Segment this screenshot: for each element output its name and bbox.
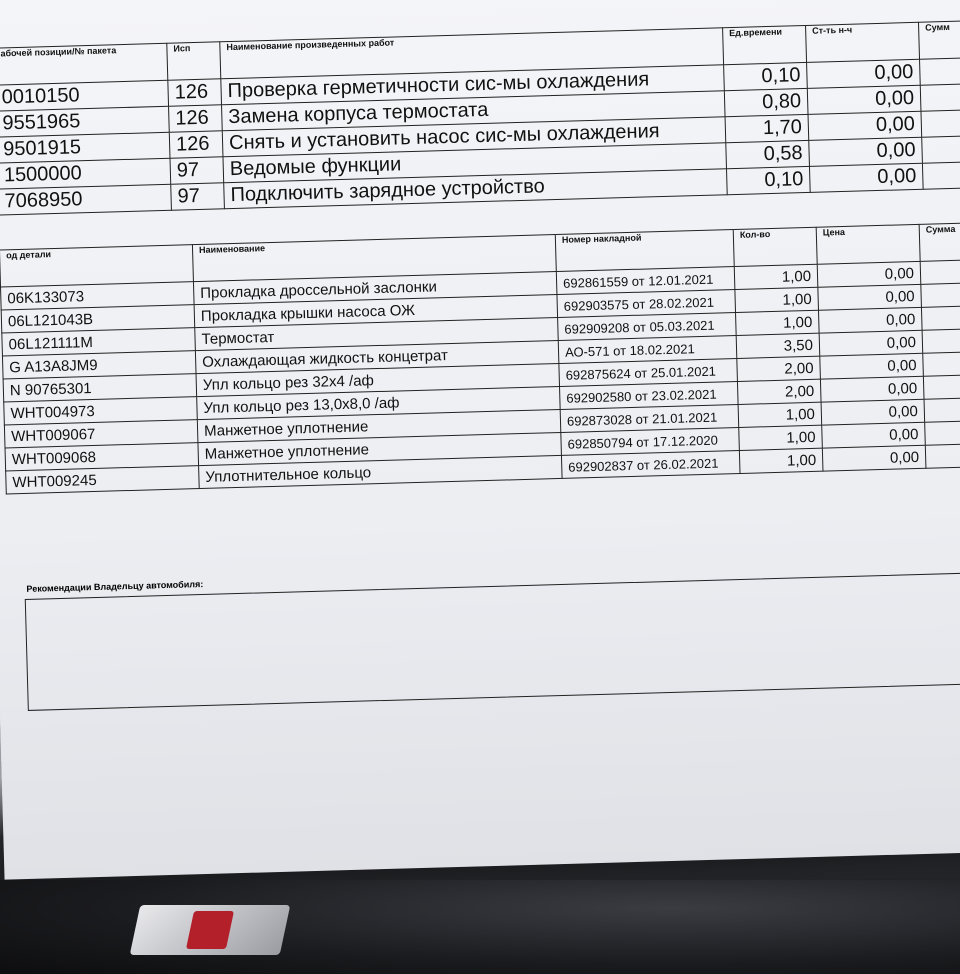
cell: 126: [168, 104, 223, 133]
parts-table: од детали Наименование Номер накладной Кол-…: [0, 222, 960, 495]
recommendations-label: Рекомендации Владельцу автомобиля:: [26, 578, 204, 594]
cell: 0,58: [725, 140, 810, 169]
cell: [924, 397, 960, 423]
header-cell: од детали: [0, 244, 194, 288]
cell: 0,00: [809, 163, 924, 193]
cell: 126: [167, 78, 222, 107]
cell: [922, 161, 960, 190]
header-cell: Сумма: [919, 222, 960, 262]
paper: абочей позиции/№ пакета Исп Наименование п…: [0, 0, 960, 880]
recommendations-box: [24, 571, 960, 711]
cell: [920, 83, 960, 112]
header-cell: Номер накладной: [555, 229, 735, 272]
header-cell: Сумм: [918, 20, 960, 60]
cell: [922, 328, 960, 354]
cell: 2,00: [737, 379, 822, 405]
header-cell: Ед.времени: [722, 25, 807, 65]
cell: 0,00: [817, 261, 921, 288]
cell: 2,00: [736, 356, 821, 382]
cell: 0,00: [822, 445, 926, 472]
cell: 7068950: [0, 184, 172, 216]
cell: [921, 135, 960, 164]
cell: 0,00: [808, 137, 923, 167]
cell: 3,50: [736, 333, 820, 359]
cell: [923, 374, 960, 400]
cell: 97: [169, 156, 224, 185]
cell: [920, 259, 960, 285]
cell: 0,00: [808, 111, 922, 141]
cell: [922, 351, 960, 377]
cell: [920, 109, 960, 138]
cell: [920, 282, 960, 308]
header-cell: Кол-во: [733, 227, 818, 267]
cell: 0,00: [820, 376, 925, 403]
cell: 0,10: [726, 166, 811, 195]
cell: WHT009245: [5, 465, 200, 494]
cell: 1,00: [734, 264, 818, 290]
cell: 0,00: [806, 59, 921, 89]
badge: [129, 905, 291, 955]
cell: 0,00: [818, 307, 923, 334]
header-cell: Цена: [816, 224, 921, 265]
cell: 0,00: [821, 422, 926, 449]
cell: 1,00: [734, 287, 819, 313]
cell: 0,80: [724, 88, 809, 117]
works-table: абочей позиции/№ пакета Исп Наименование п…: [0, 20, 960, 216]
cell: 0,00: [821, 399, 925, 426]
cell: 692902837 от 26.02.2021: [561, 450, 741, 479]
header-cell: абочей позиции/№ пакета: [0, 43, 168, 86]
header-cell: Ст-ть н-ч: [805, 22, 920, 63]
cell: 126: [169, 130, 223, 159]
badge-mark: [185, 911, 235, 949]
cell: 1,00: [739, 448, 823, 474]
cell: 0,00: [807, 85, 921, 115]
cell: 1,00: [738, 425, 823, 451]
cell: [919, 57, 960, 86]
cell: 0,00: [819, 330, 923, 357]
cell: 97: [170, 182, 225, 211]
cell: 0,00: [817, 284, 922, 311]
cell: [925, 443, 960, 469]
cell: [921, 305, 960, 331]
cell: [924, 420, 960, 446]
cell: 1,70: [725, 114, 809, 143]
cell: 0,10: [723, 62, 808, 91]
cell: 0,00: [819, 353, 924, 380]
cell: 1,00: [735, 310, 820, 336]
header-cell: Исп: [166, 41, 221, 81]
cell: 1,00: [738, 402, 822, 428]
